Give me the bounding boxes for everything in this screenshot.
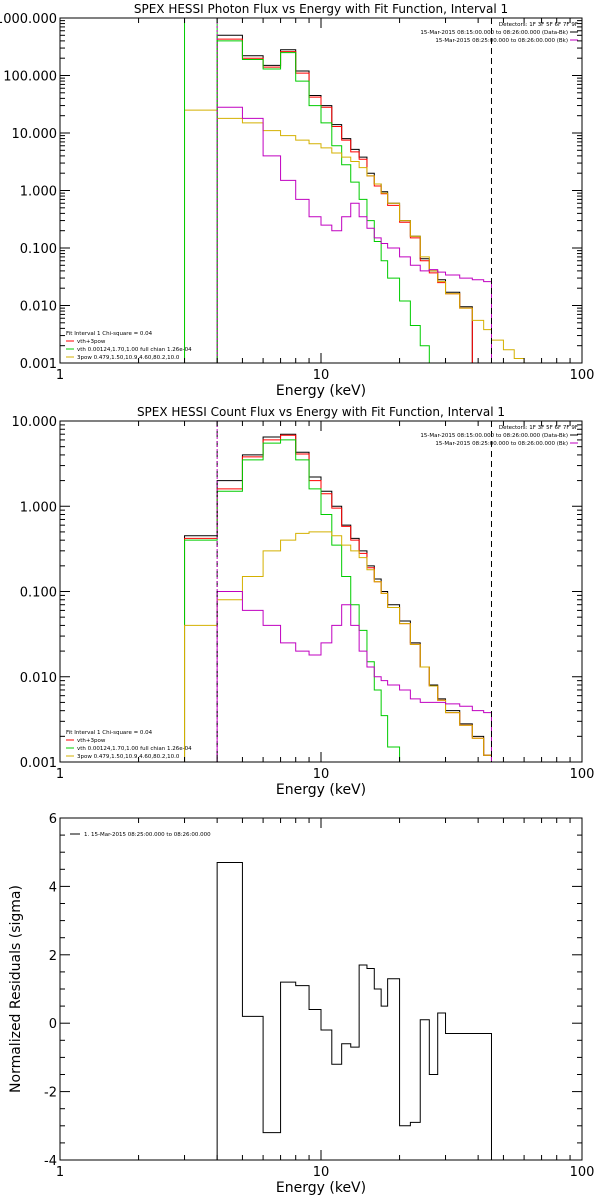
- legend-entry: 1. 15-Mar-2015 08:25:00.000 to 08:26:00.…: [84, 832, 211, 838]
- y-tick-label: -2: [44, 1086, 57, 1101]
- legend-entry: vth+3pow: [77, 738, 106, 744]
- x-tick-label: 10: [313, 767, 330, 782]
- series-line-bk: [216, 591, 492, 762]
- legend-entry: vth 0.00124,1.70,1.00 full chian 1.26e-0…: [77, 746, 192, 752]
- legend-entry: 15-Mar-2015 08:15:00.000 to 08:26:00.000…: [420, 433, 568, 439]
- legend-entry: 15-Mar-2015 08:25:00.000 to 08:26:00.000…: [435, 441, 568, 447]
- plot-area: [216, 861, 492, 1160]
- chart-title: SPEX HESSI Count Flux vs Energy with Fit…: [137, 405, 505, 419]
- y-tick-label: 10.000: [12, 415, 58, 430]
- legend-entry: 3pow 0.479,1.50,10.9,4.60,80.2,10.0: [77, 355, 180, 361]
- legend-entry: vth+3pow: [77, 339, 106, 345]
- panel-residuals: 1 10 100 Energy (keV) 6 4 2 0 -2 -4 Normalized Res…: [8, 812, 594, 1196]
- x-tick-label: 10: [313, 368, 330, 383]
- y-tick-label: 100.000: [3, 70, 57, 85]
- panel-photon-flux: SPEX HESSI Photon Flux vs Energy with Fi…: [0, 2, 594, 399]
- y-tick-label: 10.000: [12, 127, 58, 142]
- y-tick-label: 1.000: [20, 185, 57, 200]
- legend-entry: 15-Mar-2015 08:25:00.000 to 08:26:00.000…: [435, 38, 568, 44]
- legend-entry: vth 0.00124,1.70,1.00 full chian 1.26e-0…: [77, 347, 192, 353]
- x-tick-label: 1: [56, 1165, 64, 1180]
- x-tick-label: 100: [570, 767, 595, 782]
- series-line-3pow: [184, 109, 525, 363]
- y-tick-label: -4: [44, 1154, 57, 1169]
- y-tick-label: 2: [49, 949, 57, 964]
- legend-entry: Fit Interval 1 Chi-square = 0.04: [66, 730, 153, 736]
- x-tick-label: 100: [570, 368, 595, 383]
- legend-entry: Fit Interval 1 Chi-square = 0.04: [66, 331, 153, 337]
- x-axis-label: Energy (keV): [276, 782, 366, 798]
- legend-entry: 15-Mar-2015 08:15:00.000 to 08:26:00.000…: [420, 30, 568, 36]
- y-tick-label: 0.001: [20, 756, 57, 771]
- y-tick-label: 0: [49, 1017, 57, 1032]
- panel-count-flux: SPEX HESSI Count Flux vs Energy with Fit…: [12, 405, 595, 798]
- series-line-0: [216, 861, 492, 1160]
- y-tick-label: 0.100: [20, 242, 57, 257]
- y-tick-label: 1000.000: [0, 12, 57, 27]
- series-line-vth: [184, 439, 411, 762]
- plot-area: [184, 433, 492, 762]
- legend-entry: Detectors: 1F 3F 5F 6F 7F 9F: [499, 22, 578, 28]
- y-tick-label: 0.001: [20, 357, 57, 372]
- y-tick-label: 0.010: [20, 671, 57, 686]
- x-tick-label: 1: [56, 767, 64, 782]
- legend-entry: 3pow 0.479,1.50,10.9,4.60,80.2,10.0: [77, 754, 180, 760]
- x-tick-label: 10: [313, 1165, 330, 1180]
- y-axis-label: Normalized Residuals (sigma): [8, 885, 24, 1093]
- y-tick-label: 4: [49, 880, 57, 895]
- plot-area: [184, 34, 525, 363]
- x-axis-label: Energy (keV): [276, 1180, 366, 1196]
- x-tick-label: 1: [56, 368, 64, 383]
- x-tick-label: 100: [570, 1165, 595, 1180]
- series-line-vth: [216, 40, 430, 363]
- chart-title: SPEX HESSI Photon Flux vs Energy with Fi…: [134, 2, 508, 16]
- y-tick-label: 0.100: [20, 586, 57, 601]
- legend-entry: Detectors: 1F 3F 5F 6F 7F 9F: [499, 425, 578, 431]
- series-line-bk: [216, 106, 492, 363]
- x-axis-label: Energy (keV): [276, 383, 366, 399]
- series-line-3pow: [184, 531, 492, 762]
- y-tick-label: 6: [49, 812, 57, 827]
- y-tick-label: 0.010: [20, 300, 57, 315]
- y-tick-label: 1.000: [20, 500, 57, 515]
